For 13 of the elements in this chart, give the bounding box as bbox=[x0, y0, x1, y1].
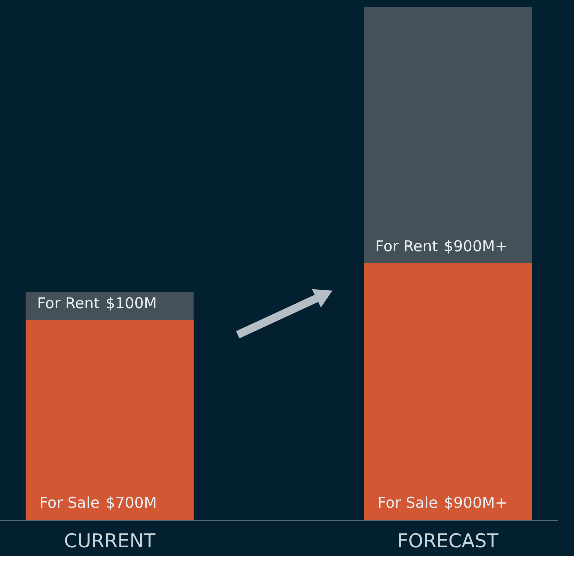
series-label: For Sale bbox=[40, 494, 100, 512]
bar bbox=[26, 320, 194, 520]
bar bbox=[364, 7, 532, 264]
text: For Sale bbox=[378, 494, 438, 512]
bar bbox=[364, 264, 532, 520]
series-label: For Rent bbox=[37, 294, 100, 312]
data-label: $900M+ bbox=[444, 238, 508, 256]
data-label: $700M bbox=[106, 494, 158, 512]
data-label: $900M+ bbox=[444, 494, 508, 512]
data-label: $100M bbox=[106, 294, 158, 312]
x-tick-label: CURRENT bbox=[64, 530, 156, 552]
x-tick-label: FORECAST bbox=[398, 530, 499, 552]
text: For Rent bbox=[376, 238, 438, 256]
